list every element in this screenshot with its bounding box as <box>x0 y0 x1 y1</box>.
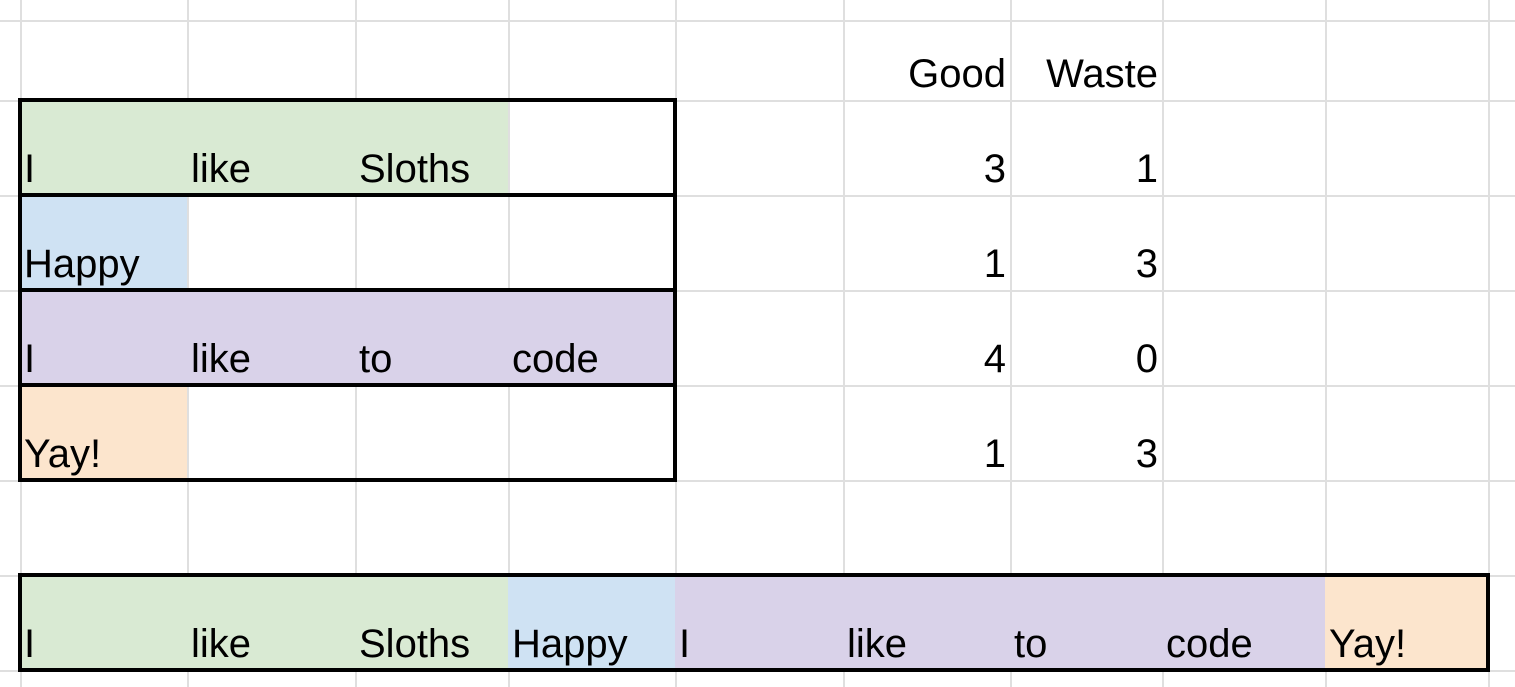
packed-fill-6 <box>1010 575 1162 670</box>
packed-cell-4[interactable]: I <box>679 622 691 666</box>
token-cell-yay-0[interactable]: Yay! <box>24 432 102 476</box>
gridline-horizontal-1 <box>0 100 1515 102</box>
token-cell-sloths-3[interactable] <box>508 100 675 195</box>
packed-fill-5 <box>843 575 1010 670</box>
token-cell-code-0[interactable]: I <box>24 337 36 381</box>
packed-fill-7 <box>1162 575 1325 670</box>
token-cell-happy-2[interactable] <box>355 195 508 290</box>
column-header-good: Good <box>908 52 1006 96</box>
packed-fill-1 <box>187 575 355 670</box>
gridline-horizontal-5 <box>0 480 1515 482</box>
gridline-horizontal-2 <box>0 195 1515 197</box>
waste-count-sloths[interactable]: 1 <box>1135 147 1158 191</box>
token-cell-code-1[interactable]: like <box>191 337 252 381</box>
packed-cell-1[interactable]: like <box>191 622 252 666</box>
gridline-vertical-5 <box>843 0 845 687</box>
token-cell-happy-1[interactable] <box>187 195 355 290</box>
packed-fill-2 <box>355 575 508 670</box>
waste-count-code[interactable]: 0 <box>1135 337 1158 381</box>
gridline-horizontal-4 <box>0 385 1515 387</box>
sentence-fill-code <box>20 290 675 385</box>
token-cell-code-2[interactable]: to <box>359 337 393 381</box>
sentence-fill-yay <box>20 385 187 480</box>
token-cell-yay-2[interactable] <box>355 385 508 480</box>
packed-fill-8 <box>1325 575 1488 670</box>
packed-cell-2[interactable]: Sloths <box>359 622 471 666</box>
gridline-horizontal-7 <box>0 670 1515 672</box>
gridline-horizontal-0 <box>0 20 1515 22</box>
token-cell-sloths-2[interactable]: Sloths <box>359 147 471 191</box>
token-cell-yay-1[interactable] <box>187 385 355 480</box>
waste-count-happy[interactable]: 3 <box>1135 242 1158 286</box>
packed-cell-3[interactable]: Happy <box>512 622 628 666</box>
token-cell-happy-3[interactable] <box>508 195 675 290</box>
packed-fill-4 <box>675 575 843 670</box>
gridline-vertical-6 <box>1010 0 1012 687</box>
column-header-waste: Waste <box>1046 52 1158 96</box>
gridline-vertical-7 <box>1162 0 1164 687</box>
token-cell-sloths-1[interactable]: like <box>191 147 252 191</box>
gridline-horizontal-3 <box>0 290 1515 292</box>
packed-cell-6[interactable]: to <box>1014 622 1048 666</box>
good-count-yay[interactable]: 1 <box>983 432 1006 476</box>
packed-cell-5[interactable]: like <box>847 622 908 666</box>
good-count-happy[interactable]: 1 <box>983 242 1006 286</box>
gridline-vertical-9 <box>1488 0 1490 687</box>
packed-cell-8[interactable]: Yay! <box>1329 622 1407 666</box>
packed-cell-0[interactable]: I <box>24 622 36 666</box>
sentence-fill-happy <box>20 195 187 290</box>
token-cell-yay-3[interactable] <box>508 385 675 480</box>
sentence-fill-sloths <box>20 100 508 195</box>
packed-fill-0 <box>20 575 187 670</box>
packed-fill-3 <box>508 575 675 670</box>
token-cell-code-3[interactable]: code <box>512 337 599 381</box>
waste-count-yay[interactable]: 3 <box>1135 432 1158 476</box>
good-count-sloths[interactable]: 3 <box>983 147 1006 191</box>
packed-cell-7[interactable]: code <box>1166 622 1253 666</box>
token-cell-happy-0[interactable]: Happy <box>24 242 140 286</box>
gridline-vertical-8 <box>1325 0 1327 687</box>
token-cell-sloths-0[interactable]: I <box>24 147 36 191</box>
good-count-code[interactable]: 4 <box>983 337 1006 381</box>
